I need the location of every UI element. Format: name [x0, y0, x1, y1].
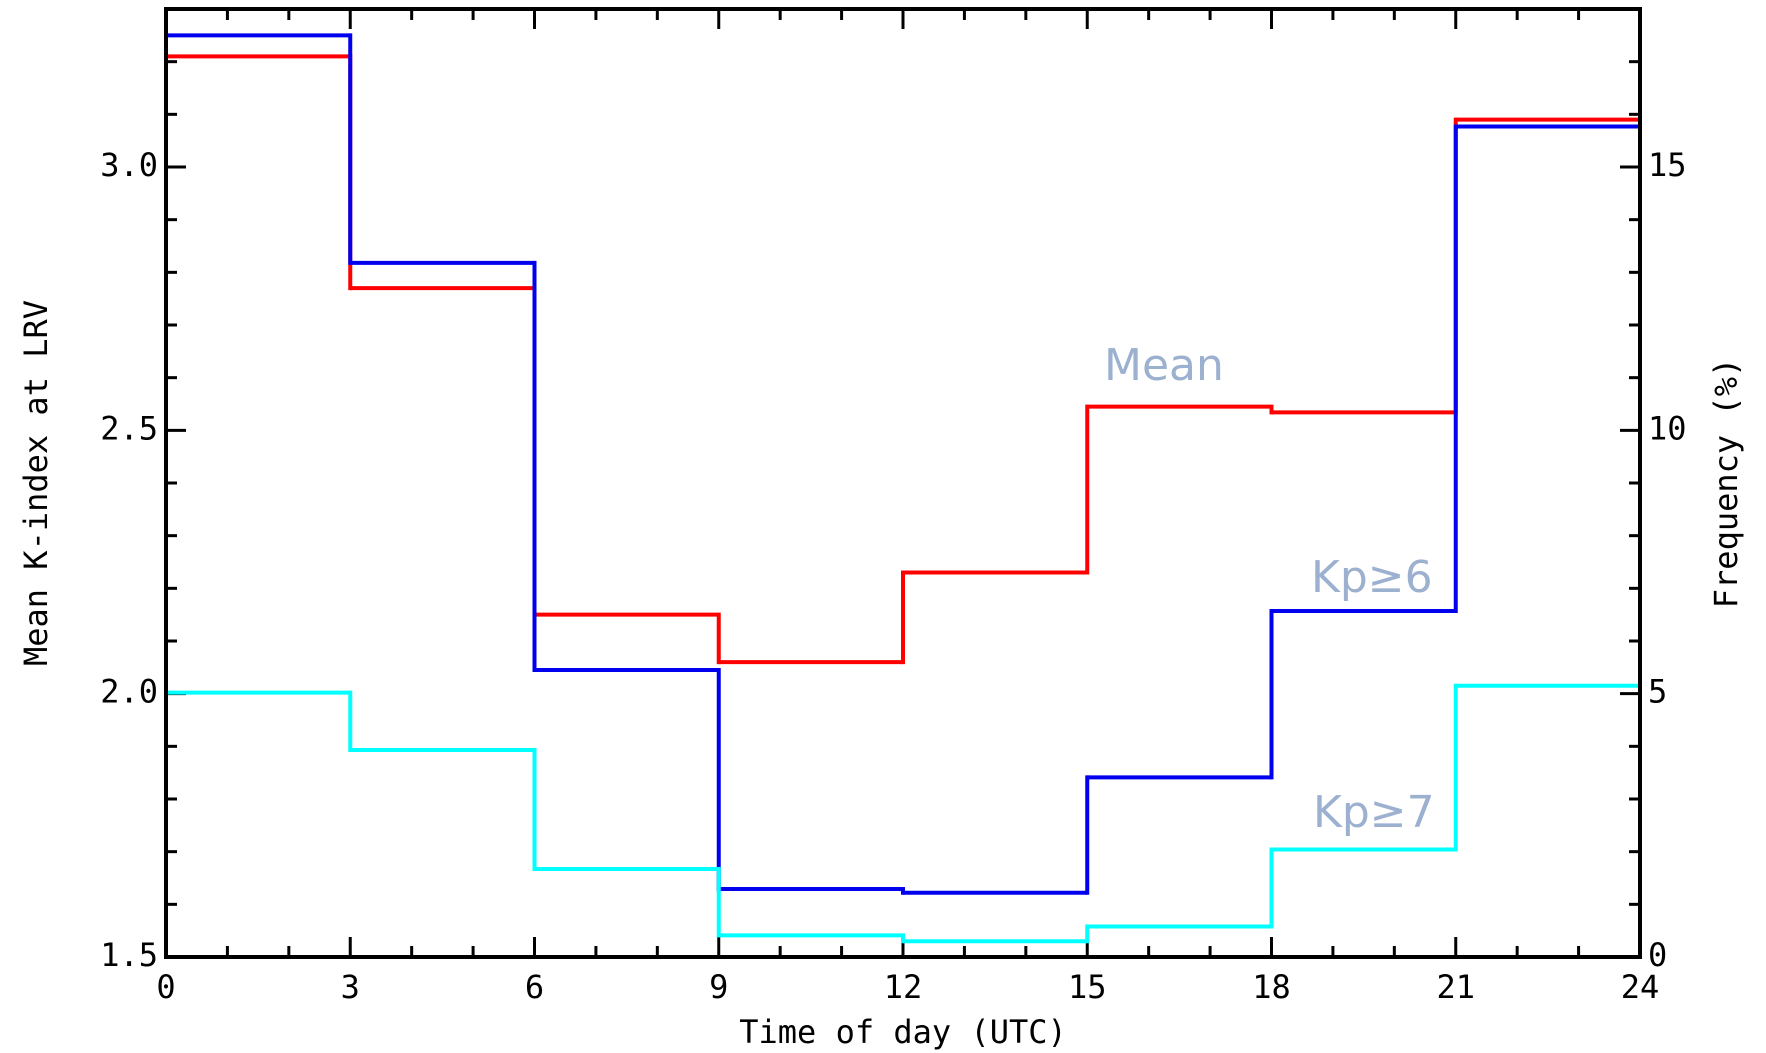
- series-label: Mean: [1104, 340, 1224, 391]
- y2-tick-label: 0: [1648, 936, 1667, 974]
- y-tick-label: 2.5: [100, 409, 158, 447]
- x-tick-label: 3: [341, 968, 360, 1006]
- x-tick-label: 24: [1621, 968, 1660, 1006]
- x-tick-label: 15: [1068, 968, 1107, 1006]
- y2-tick-label: 5: [1648, 673, 1667, 711]
- series-label: Kp≥6: [1311, 552, 1433, 603]
- y2-tick-label: 15: [1648, 146, 1687, 184]
- y2-axis-title: Frequency (%): [1707, 358, 1745, 608]
- x-tick-label: 6: [525, 968, 544, 1006]
- x-tick-label: 18: [1252, 968, 1291, 1006]
- y-tick-label: 1.5: [100, 936, 158, 974]
- x-tick-label: 9: [709, 968, 728, 1006]
- y-tick-label: 3.0: [100, 146, 158, 184]
- x-tick-label: 21: [1436, 968, 1475, 1006]
- x-tick-label: 0: [156, 968, 175, 1006]
- x-axis-title: Time of day (UTC): [739, 1013, 1067, 1051]
- y-tick-label: 2.0: [100, 673, 158, 711]
- series-label: Kp≥7: [1313, 787, 1435, 838]
- y-axis-title: Mean K-index at LRV: [17, 300, 55, 666]
- x-tick-label: 12: [884, 968, 923, 1006]
- y2-tick-label: 10: [1648, 409, 1687, 447]
- plot-frame: [164, 7, 1642, 959]
